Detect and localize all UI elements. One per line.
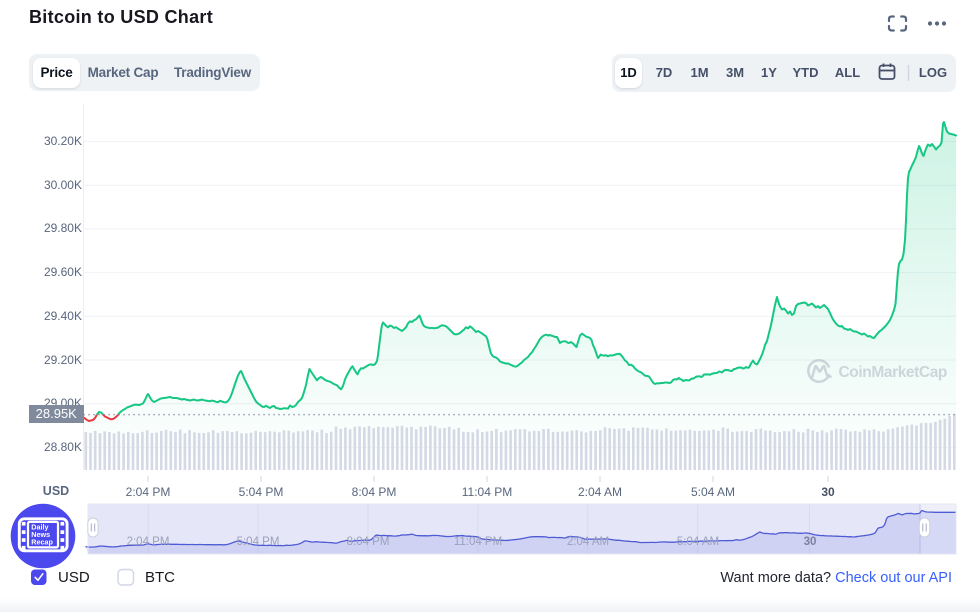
svg-text:News: News	[31, 530, 50, 539]
svg-text:Recap: Recap	[31, 537, 53, 546]
svg-text:Daily: Daily	[31, 523, 48, 532]
svg-text:CoinMarketCap: CoinMarketCap	[839, 364, 948, 381]
